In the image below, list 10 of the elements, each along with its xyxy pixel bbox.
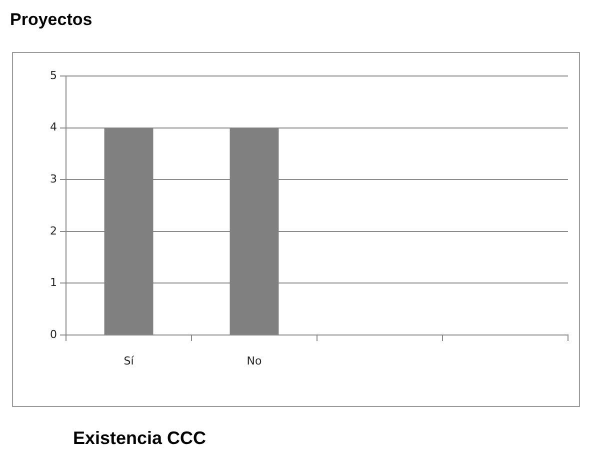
x-tick-label: No [246, 354, 262, 368]
y-tick-label: 3 [50, 172, 57, 186]
x-axis-title: Existencia CCC [73, 428, 206, 449]
y-tick-label: 2 [50, 224, 57, 238]
x-tick-label: Sí [124, 354, 135, 368]
y-tick-label: 1 [50, 276, 57, 290]
y-tick-label: 0 [50, 328, 57, 341]
chart-title: Proyectos [10, 10, 92, 30]
y-tick-label: 5 [50, 68, 57, 82]
y-tick-label: 4 [50, 120, 57, 134]
